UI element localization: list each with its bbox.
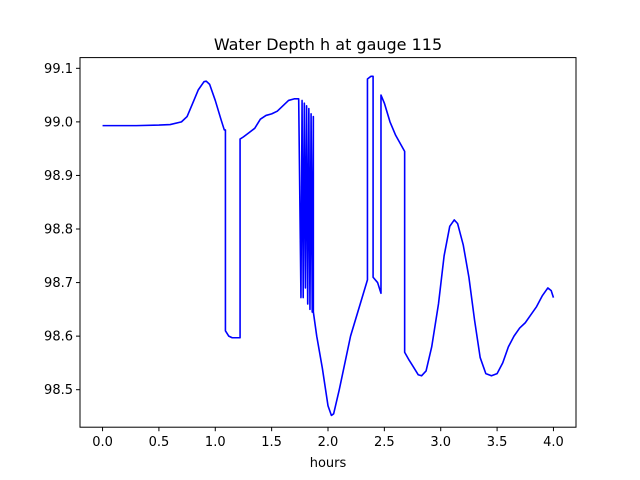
y-axis-ticks: 98.5 98.6 98.7 98.8 98.9 99.0 99.1: [44, 62, 80, 398]
y-tick-label: 98.5: [44, 383, 73, 398]
chart-title: Water Depth h at gauge 115: [214, 35, 442, 54]
y-tick-label: 99.0: [44, 115, 73, 130]
x-tick-label: 1.5: [261, 435, 282, 450]
x-tick-label: 1.0: [205, 435, 226, 450]
x-tick-label: 3.0: [430, 435, 451, 450]
x-tick-label: 4.0: [543, 435, 564, 450]
series-line-0: [102, 75, 555, 417]
y-tick-label: 98.7: [44, 276, 73, 291]
y-tick-label: 98.6: [44, 330, 73, 345]
plot-area-frame: [79, 57, 577, 428]
x-tick-label: 3.5: [487, 435, 508, 450]
x-tick-label: 2.0: [318, 435, 339, 450]
x-tick-label: 2.5: [374, 435, 395, 450]
x-tick-label: 0.0: [92, 435, 113, 450]
y-tick-label: 98.8: [44, 223, 73, 238]
y-tick-label: 99.1: [44, 62, 73, 77]
x-tick-label: 0.5: [149, 435, 170, 450]
y-tick-label: 98.9: [44, 169, 73, 184]
x-axis-label: hours: [310, 456, 347, 471]
series-layer: [102, 75, 555, 417]
x-axis-ticks: 0.0 0.5 1.0 1.5 2.0 2.5 3.0 3.5 4.0: [92, 427, 564, 450]
